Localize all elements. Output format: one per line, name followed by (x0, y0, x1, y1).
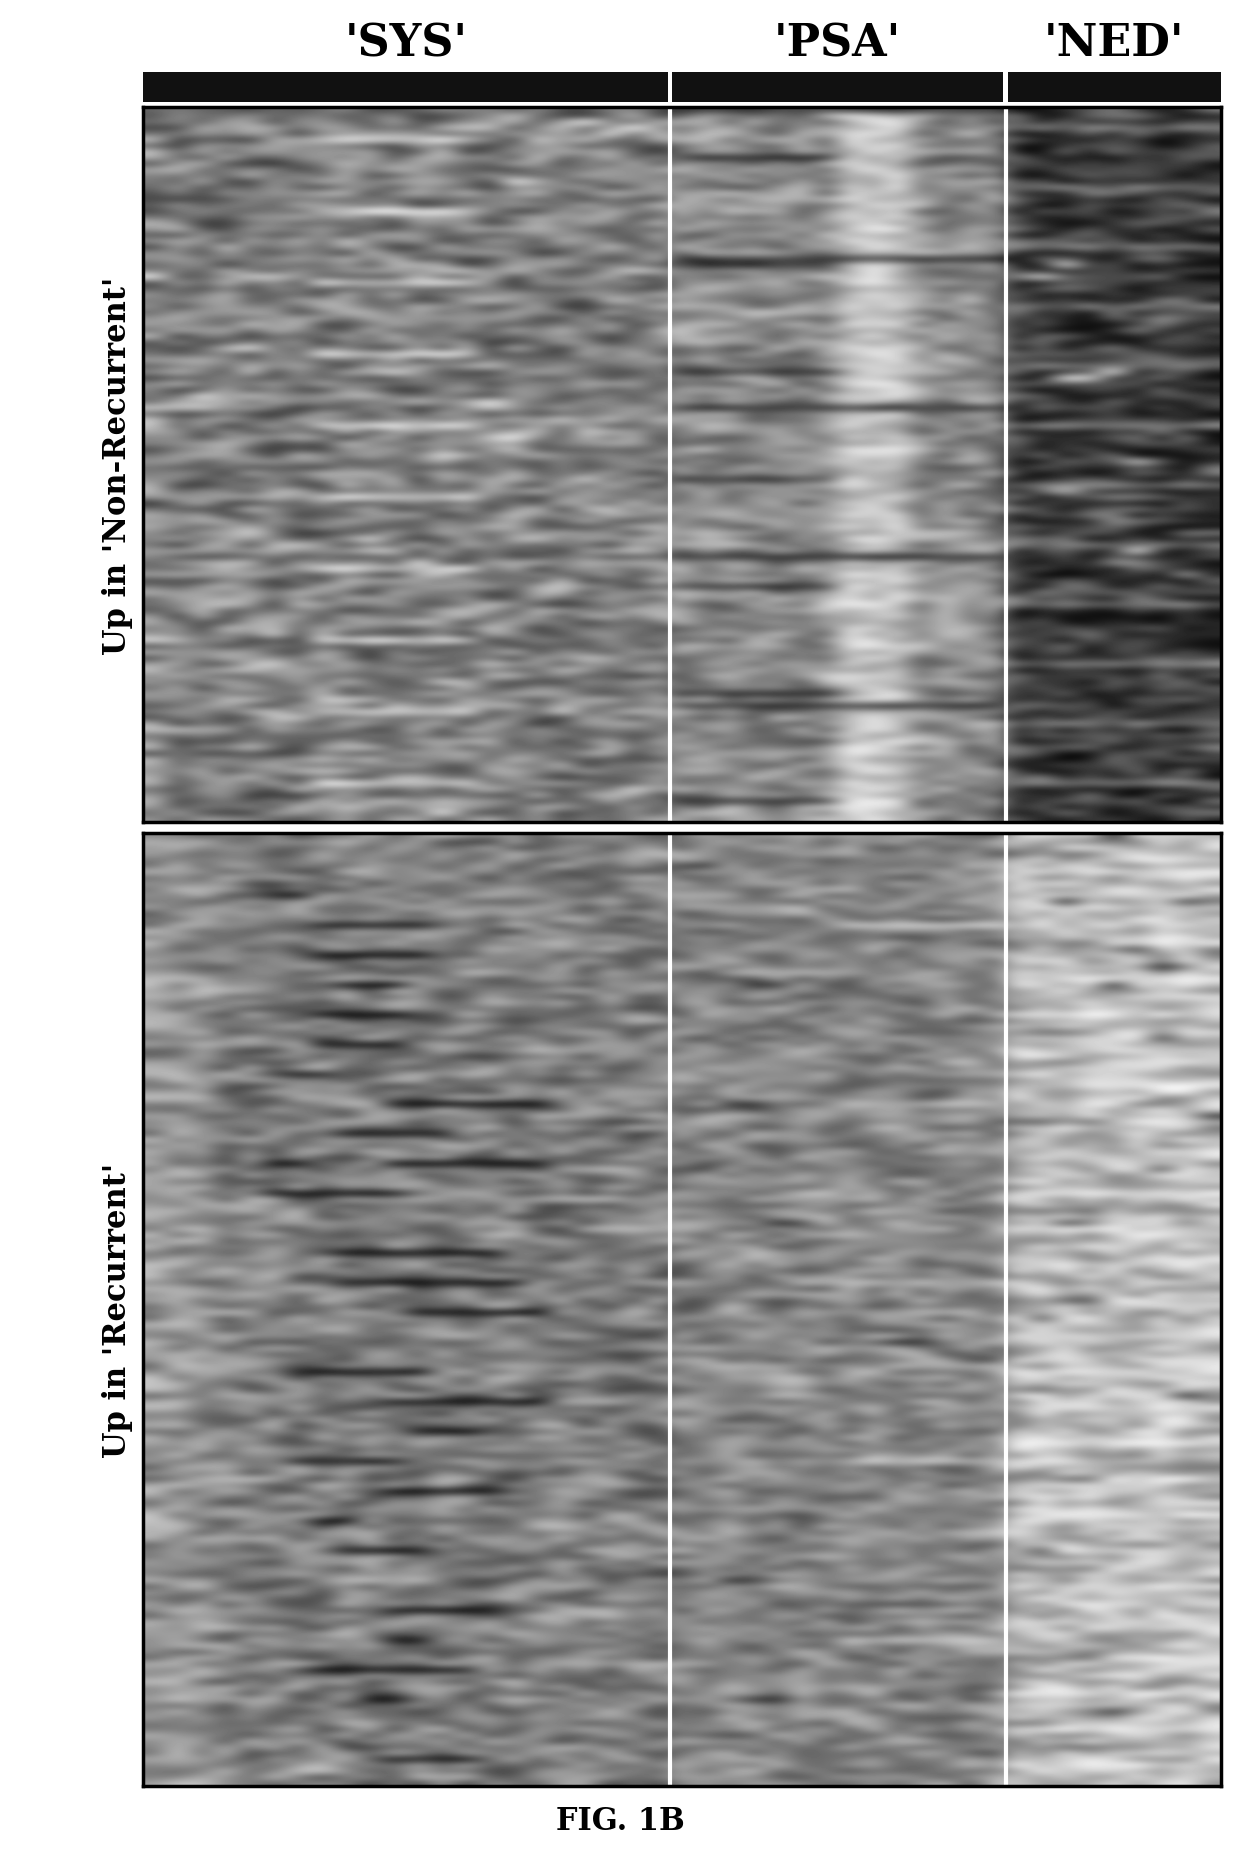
Text: Up in 'Recurrent': Up in 'Recurrent' (102, 1161, 133, 1458)
Text: 'SYS': 'SYS' (345, 22, 467, 65)
Text: Up in 'Non-Recurrent': Up in 'Non-Recurrent' (102, 276, 133, 654)
Text: 'PSA': 'PSA' (774, 22, 901, 65)
Text: 'NED': 'NED' (1043, 22, 1184, 65)
Text: FIG. 1B: FIG. 1B (556, 1804, 684, 1836)
